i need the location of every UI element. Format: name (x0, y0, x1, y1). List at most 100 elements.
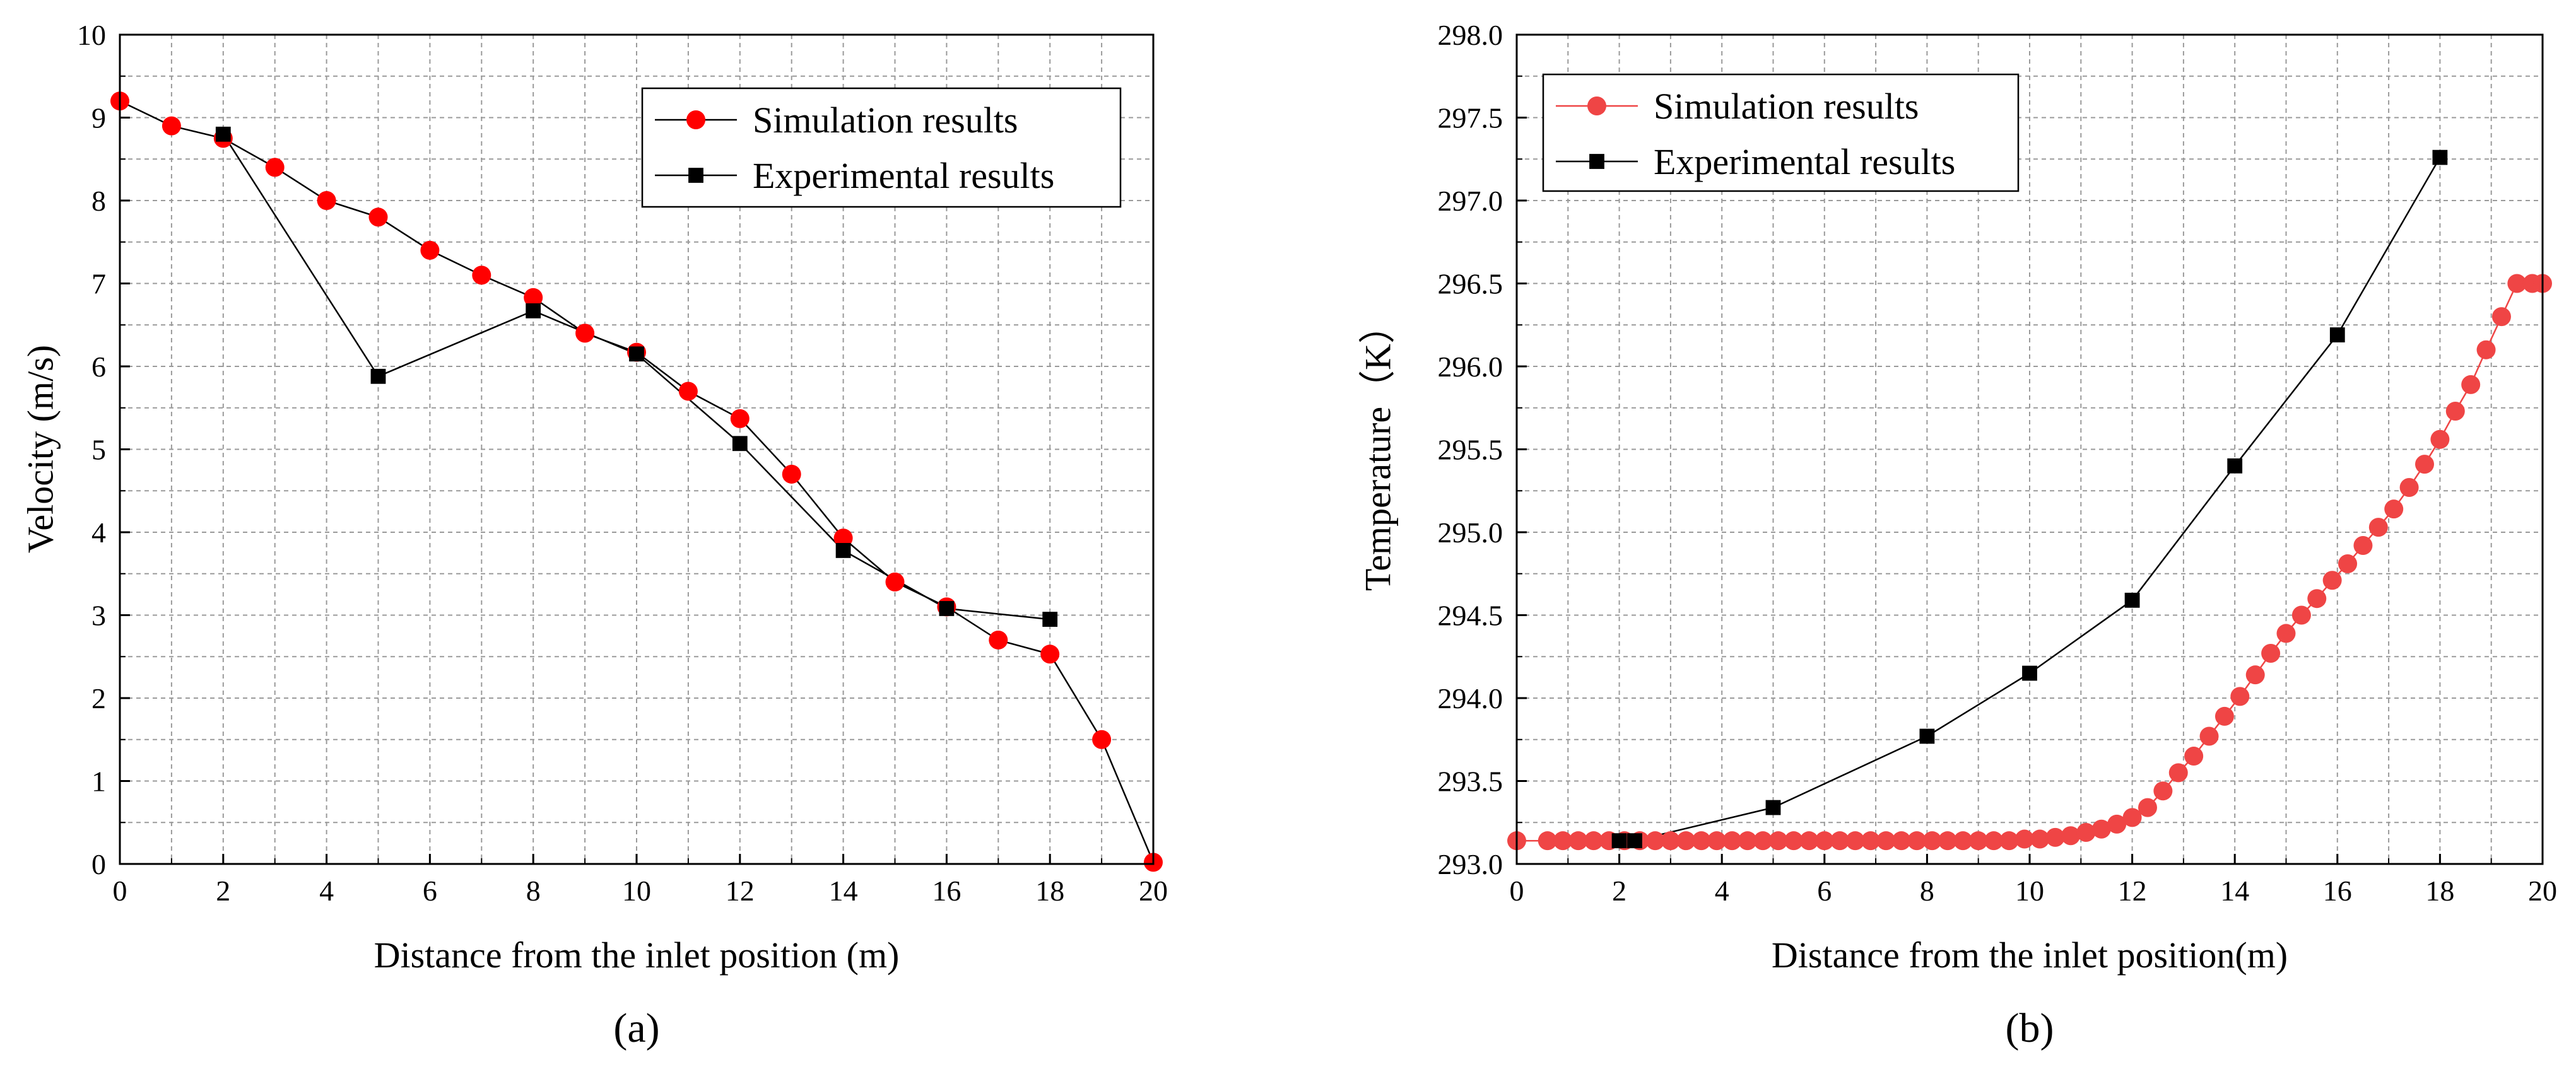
y-tick-label: 293.0 (1438, 848, 1503, 880)
data-point-experimental (2227, 458, 2243, 474)
chart-b-grid (1517, 35, 2543, 864)
data-point-simulation (2214, 706, 2234, 726)
data-point-simulation (420, 240, 440, 260)
data-point-simulation (2415, 455, 2435, 474)
x-tick-label: 4 (1715, 875, 1729, 907)
data-point-experimental (2329, 327, 2345, 342)
chart-a-legend-box (641, 87, 1122, 208)
y-tick-label: 0 (91, 848, 106, 880)
y-tick-label: 10 (77, 19, 106, 51)
chart-a-legend: Simulation results Experimental results (641, 87, 1122, 208)
x-tick-label: 20 (2528, 875, 2557, 907)
data-point-experimental (1765, 800, 1781, 815)
y-tick-label: 5 (91, 434, 106, 466)
data-point-simulation (2045, 827, 2065, 847)
data-point-simulation (833, 528, 853, 548)
data-point-simulation (575, 324, 595, 343)
legend-marker (686, 110, 705, 129)
chart-b-legend-symbol-simulation (1556, 96, 1638, 115)
data-point-simulation (2122, 808, 2142, 827)
data-point-simulation (2276, 624, 2296, 643)
data-point-experimental (2124, 592, 2140, 608)
data-point-simulation (1568, 831, 1588, 851)
y-tick-label: 293.5 (1438, 766, 1503, 798)
data-point-experimental (939, 601, 955, 616)
x-tick-label: 14 (829, 875, 858, 907)
y-tick-label: 2 (91, 682, 106, 714)
y-tick-label: 4 (91, 516, 106, 549)
data-point-simulation (2030, 829, 2050, 849)
x-tick-label: 6 (1817, 875, 1832, 907)
data-point-simulation (678, 382, 698, 401)
chart-a-grid (120, 35, 1153, 864)
x-tick-label: 12 (726, 875, 755, 907)
data-point-experimental (1627, 833, 1642, 849)
data-point-simulation (2476, 340, 2496, 359)
data-point-simulation (1861, 831, 1880, 851)
data-point-simulation (2491, 307, 2511, 327)
data-point-simulation (1661, 831, 1680, 851)
y-tick-label: 297.5 (1438, 102, 1503, 134)
data-point-simulation (1938, 831, 1957, 851)
data-point-simulation (368, 207, 388, 227)
data-point-simulation (1040, 644, 1060, 664)
data-point-simulation (317, 191, 336, 210)
data-point-simulation (1584, 831, 1603, 851)
y-tick-label: 296.0 (1438, 351, 1503, 383)
data-point-simulation (989, 630, 1008, 650)
data-point-simulation (2445, 402, 2465, 421)
x-tick-label: 16 (2323, 875, 2352, 907)
data-point-simulation (1799, 831, 1819, 851)
x-tick-label: 20 (1139, 875, 1168, 907)
chart-a-legend-symbol-simulation (655, 110, 737, 129)
data-point-simulation (2384, 499, 2404, 519)
y-tick-label: 298.0 (1438, 19, 1503, 51)
data-point-simulation (1722, 831, 1742, 851)
data-point-simulation (2245, 665, 2265, 685)
x-tick-label: 8 (526, 875, 541, 907)
x-tick-label: 16 (932, 875, 961, 907)
data-point-experimental (835, 543, 851, 558)
chart-a-series (110, 91, 1163, 872)
data-point-simulation (885, 572, 905, 592)
data-point-simulation (2353, 536, 2373, 556)
data-point-simulation (1845, 831, 1865, 851)
y-tick-label: 295.5 (1438, 434, 1503, 466)
data-point-experimental (629, 346, 644, 362)
y-tick-label: 295.0 (1438, 516, 1503, 549)
data-point-simulation (1968, 831, 1988, 851)
data-point-simulation (1784, 831, 1804, 851)
data-point-simulation (2322, 571, 2342, 590)
legend-marker (1589, 154, 1604, 169)
chart-a-legend-label-simulation: Simulation results (753, 100, 1018, 141)
data-point-experimental (526, 303, 541, 318)
data-point-simulation (265, 158, 285, 177)
data-point-simulation (1707, 831, 1727, 851)
data-point-simulation (1891, 831, 1911, 851)
y-tick-label: 297.0 (1438, 185, 1503, 217)
chart-a-x-axis-label: Distance from the inlet position (m) (374, 935, 900, 976)
y-tick-label: 294.0 (1438, 682, 1503, 714)
chart-a-y-axis-label: Velocity (m/s) (20, 345, 61, 553)
chart-b-x-axis-label: Distance from the inlet position(m) (1772, 935, 2288, 976)
data-point-simulation (2461, 375, 2481, 394)
data-point-simulation (2261, 643, 2281, 663)
data-point-experimental (215, 126, 231, 142)
x-tick-label: 12 (2118, 875, 2147, 907)
data-point-simulation (1538, 831, 1557, 851)
x-tick-label: 4 (319, 875, 334, 907)
y-tick-label: 1 (91, 766, 106, 798)
data-point-simulation (730, 409, 750, 428)
data-point-simulation (2291, 605, 2311, 625)
chart-b-y-axis-label: Temperature（K） (1357, 307, 1398, 591)
chart-b-panel-label: (b) (2006, 1005, 2054, 1051)
data-point-simulation (2138, 798, 2157, 817)
data-point-simulation (2430, 429, 2450, 449)
chart-b-legend-label-experimental: Experimental results (1654, 141, 1955, 182)
x-tick-label: 18 (1035, 875, 1064, 907)
data-point-simulation (1907, 831, 1927, 851)
data-point-simulation (2168, 763, 2188, 783)
data-point-simulation (1738, 831, 1757, 851)
data-point-simulation (2399, 477, 2419, 497)
